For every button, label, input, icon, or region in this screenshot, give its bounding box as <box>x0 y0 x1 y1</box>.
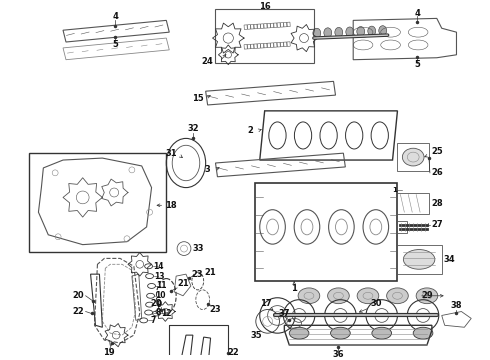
Text: 21: 21 <box>205 268 217 277</box>
Text: 14: 14 <box>153 262 164 271</box>
Text: 3: 3 <box>205 165 211 174</box>
Text: 20: 20 <box>72 291 84 300</box>
Text: 13: 13 <box>154 271 165 280</box>
Ellipse shape <box>372 327 392 339</box>
Text: 35: 35 <box>250 330 262 339</box>
Text: 5: 5 <box>112 40 118 49</box>
Ellipse shape <box>416 288 438 303</box>
Ellipse shape <box>357 27 365 36</box>
Ellipse shape <box>379 26 387 36</box>
Text: 24: 24 <box>202 57 214 66</box>
Ellipse shape <box>331 327 350 339</box>
Text: 7: 7 <box>151 316 156 325</box>
Ellipse shape <box>403 249 435 269</box>
Text: 27: 27 <box>431 220 442 229</box>
Text: 19: 19 <box>103 348 115 357</box>
Text: 23: 23 <box>191 270 202 279</box>
Bar <box>28 153 166 252</box>
Text: 29: 29 <box>421 291 433 300</box>
Text: 36: 36 <box>333 350 344 359</box>
Ellipse shape <box>324 28 332 38</box>
Text: 23: 23 <box>210 305 221 314</box>
Text: 37: 37 <box>279 309 290 318</box>
Text: 9: 9 <box>157 300 162 309</box>
Text: 2: 2 <box>247 126 253 135</box>
Ellipse shape <box>387 288 408 303</box>
Text: 28: 28 <box>431 199 442 208</box>
Text: 16: 16 <box>259 2 270 11</box>
Ellipse shape <box>328 288 349 303</box>
Text: 21: 21 <box>177 279 189 288</box>
Text: 22: 22 <box>227 348 239 357</box>
Ellipse shape <box>346 27 354 37</box>
Text: 1: 1 <box>291 284 297 293</box>
Text: 34: 34 <box>444 255 455 264</box>
Bar <box>397 143 429 171</box>
Bar <box>397 221 407 233</box>
Text: 20: 20 <box>150 299 162 308</box>
Text: 25: 25 <box>431 147 442 156</box>
Text: 8: 8 <box>156 308 161 317</box>
Text: 26: 26 <box>431 168 442 177</box>
Ellipse shape <box>357 288 379 303</box>
Text: 1: 1 <box>392 186 397 193</box>
Text: 22: 22 <box>72 307 84 316</box>
Text: 17: 17 <box>260 299 271 308</box>
Ellipse shape <box>413 327 433 339</box>
Text: 31: 31 <box>166 149 177 158</box>
Bar <box>255 183 397 281</box>
Ellipse shape <box>298 288 320 303</box>
Text: 11: 11 <box>156 282 167 291</box>
Ellipse shape <box>335 27 343 37</box>
Bar <box>216 9 314 63</box>
Text: 12: 12 <box>161 309 172 318</box>
Ellipse shape <box>313 28 321 38</box>
Text: 32: 32 <box>187 124 198 133</box>
Bar <box>397 245 441 274</box>
Text: 38: 38 <box>451 301 462 310</box>
Ellipse shape <box>402 148 424 166</box>
Text: 10: 10 <box>155 291 166 300</box>
Text: 15: 15 <box>192 94 204 103</box>
Text: 5: 5 <box>414 60 420 69</box>
Text: 30: 30 <box>370 299 382 308</box>
Ellipse shape <box>368 26 376 36</box>
Ellipse shape <box>289 327 309 339</box>
Bar <box>169 325 228 360</box>
Bar <box>397 193 429 214</box>
Text: 4: 4 <box>414 9 420 18</box>
Text: 18: 18 <box>166 201 177 210</box>
Text: 33: 33 <box>192 244 203 253</box>
Text: 4: 4 <box>112 12 118 21</box>
